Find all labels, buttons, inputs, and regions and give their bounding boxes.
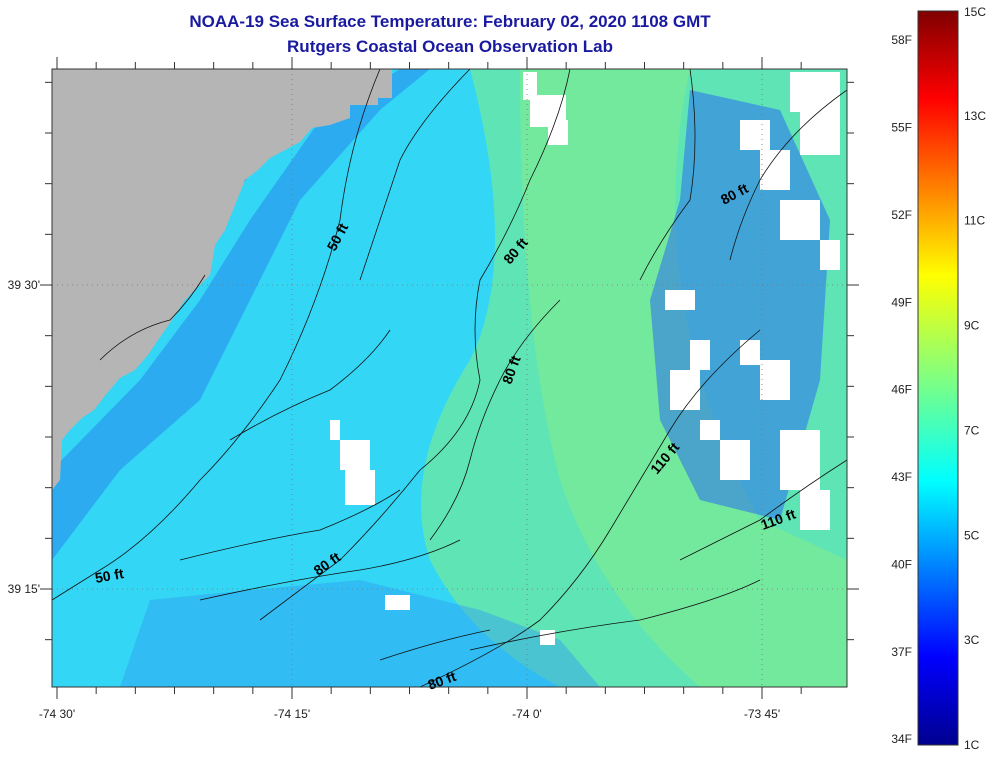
colorbar-fahrenheit-labels: 58F 55F 52F 49F 46F 43F 40F 37F 34F xyxy=(891,33,912,746)
colorbar-celsius-labels: 15C 13C 11C 9C 7C 5C 3C 1C xyxy=(964,5,986,752)
colorbar-fahrenheit-label: 58F xyxy=(891,33,912,47)
land-mass xyxy=(52,69,392,490)
y-tick-label: 39 15' xyxy=(8,582,40,596)
colorbar-celsius-label: 7C xyxy=(964,423,980,437)
graticule xyxy=(52,69,847,687)
x-tick-label: -74 15' xyxy=(274,707,310,721)
cold-patch-east xyxy=(650,90,830,520)
map-subtitle: Rutgers Coastal Ocean Observation Lab xyxy=(287,37,613,56)
colorbar-fahrenheit-label: 37F xyxy=(891,645,912,659)
colorbar-fahrenheit-label: 46F xyxy=(891,383,912,397)
y-axis-labels: 39 30' 39 15' xyxy=(8,278,40,596)
x-tick-label: -74 0' xyxy=(512,707,542,721)
axis-minor-ticks xyxy=(40,57,859,699)
colorbar-fahrenheit-label: 55F xyxy=(891,121,912,135)
map-title: NOAA-19 Sea Surface Temperature: Februar… xyxy=(189,12,711,31)
colorbar-fahrenheit-label: 43F xyxy=(891,470,912,484)
colorbar-celsius-label: 3C xyxy=(964,633,980,647)
cool-coastal-strip xyxy=(52,69,430,560)
cold-patch-south xyxy=(120,580,600,687)
x-axis-labels: -74 30' -74 15' -74 0' -73 45' xyxy=(39,707,780,721)
x-tick-label: -74 30' xyxy=(39,707,75,721)
colorbar-celsius-label: 9C xyxy=(964,319,980,333)
colorbar-celsius-label: 13C xyxy=(964,109,986,123)
colorbar-fahrenheit-label: 40F xyxy=(891,557,912,571)
x-tick-label: -73 45' xyxy=(744,707,780,721)
map-frame xyxy=(51,68,848,688)
depth-contours xyxy=(52,69,847,687)
cloud-patches xyxy=(330,72,840,645)
colorbar-celsius-label: 5C xyxy=(964,528,980,542)
colorbar-celsius-label: 11C xyxy=(964,214,985,228)
colorbar-fahrenheit-label: 34F xyxy=(891,732,912,746)
y-tick-label: 39 30' xyxy=(8,278,40,292)
colorbar-celsius-label: 1C xyxy=(964,738,980,752)
colorbar-celsius-label: 15C xyxy=(964,5,986,19)
colorbar xyxy=(917,10,959,746)
colorbar-fahrenheit-label: 52F xyxy=(891,208,912,222)
colorbar-fahrenheit-label: 49F xyxy=(891,295,912,309)
contour-label-50ft-west: 50 ft xyxy=(94,565,125,586)
